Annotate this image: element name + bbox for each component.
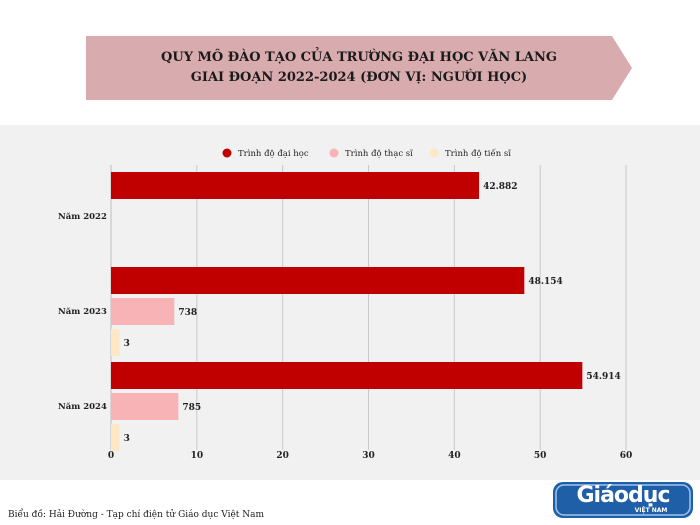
chart-title-line1: QUY MÔ ĐÀO TẠO CỦA TRƯỜNG ĐẠI HỌC VĂN LA… (161, 50, 557, 65)
chart-panel: 0 10 20 30 40 50 60 Trình độ đại học Trình độ th… (0, 125, 700, 480)
title-banner: QUY MÔ ĐÀO TẠO CỦA TRƯỜNG ĐẠI HỌC VĂN LA… (86, 36, 632, 100)
data-label: 3 (124, 434, 130, 444)
logo-text: Giáodục (576, 483, 670, 508)
legend-marker (222, 148, 232, 158)
x-tick-label: 0 (108, 451, 114, 461)
bar (111, 172, 480, 199)
y-category-label: Năm 2022 (58, 212, 107, 222)
x-tick-label: 20 (276, 451, 289, 461)
x-tick-label: 60 (620, 451, 633, 461)
chart-title: QUY MÔ ĐÀO TẠO CỦA TRƯỜNG ĐẠI HỌC VĂN LA… (86, 48, 632, 88)
legend-label: Trình độ thạc sĩ (345, 148, 413, 159)
legend-marker (329, 148, 339, 158)
x-tick-label: 30 (362, 451, 375, 461)
logo-badge (553, 482, 693, 518)
bar (111, 267, 525, 294)
legend-label: Trình độ tiến sĩ (445, 148, 511, 159)
data-label: 3 (124, 339, 130, 349)
title-banner-shape (86, 36, 632, 100)
y-category-label: Năm 2023 (58, 307, 107, 317)
bar (111, 362, 583, 389)
source-credit: Biểu đồ: Hải Đường - Tạp chí điện tử Giá… (8, 510, 265, 520)
publisher-logo: Giáodục VIỆT NAM (553, 482, 693, 518)
x-tick-label: 40 (448, 451, 461, 461)
x-tick-label: 10 (191, 451, 204, 461)
data-label: 48.154 (528, 277, 562, 287)
chart-title-line2: GIAI ĐOẠN 2022-2024 (ĐƠN VỊ: NGƯỜI HỌC) (190, 70, 528, 85)
bar (111, 329, 120, 356)
data-label: 785 (182, 403, 201, 413)
data-label: 738 (178, 308, 197, 318)
bar (111, 393, 179, 420)
bar (111, 298, 175, 325)
y-category-label: Năm 2024 (58, 402, 107, 412)
legend-label: Trình độ đại học (238, 148, 309, 159)
bar-chart: 0 10 20 30 40 50 60 Trình độ đại học Trình độ th… (58, 148, 633, 461)
x-tick-label: 50 (534, 451, 547, 461)
logo-subtext: VIỆT NAM (634, 507, 668, 514)
bar (111, 424, 120, 451)
data-label: 42.882 (483, 182, 517, 192)
data-label: 54.914 (586, 372, 620, 382)
legend-marker (429, 148, 439, 158)
